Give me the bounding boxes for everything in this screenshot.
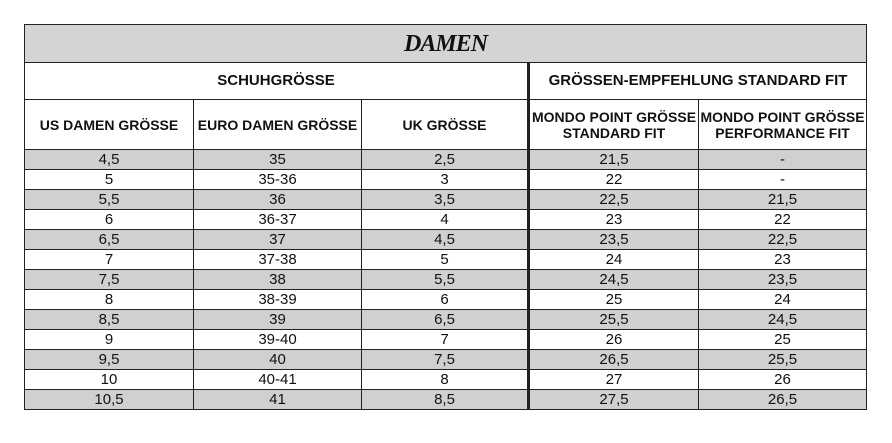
table-cell: 3,5 (361, 189, 530, 210)
table-cell: 10,5 (24, 389, 194, 410)
table-cell: 9,5 (24, 349, 194, 370)
table-cell: 22,5 (697, 229, 868, 250)
table-cell: 23 (697, 249, 868, 270)
table-row: 10 40-41 8 27 26 (24, 369, 868, 390)
table-cell: 9 (24, 329, 194, 350)
table-cell: 5,5 (361, 269, 530, 290)
table-cell: 25 (697, 329, 868, 350)
table-cell: 5 (361, 249, 530, 270)
table-cell: 40 (193, 349, 362, 370)
table-title: DAMEN (23, 24, 868, 63)
table-cell: 36-37 (193, 209, 362, 230)
group-header: GRÖSSEN-EMPFEHLUNG STANDARD FIT (527, 62, 868, 100)
table-cell: 21,5 (697, 189, 868, 210)
table-row: 7,5 38 5,5 24,5 23,5 (24, 269, 868, 290)
table-row: 10,5 41 8,5 27,5 26,5 (24, 389, 868, 410)
column-header: EURO DAMEN GRÖSSE (193, 99, 362, 150)
column-header: MONDO POINT GRÖSSE PERFORMANCE FIT (697, 99, 868, 150)
table-cell: 4,5 (361, 229, 530, 250)
table-cell: 4 (361, 209, 530, 230)
table-cell: 8,5 (361, 389, 530, 410)
table-cell: 24,5 (528, 269, 699, 290)
table-cell: 23,5 (697, 269, 868, 290)
table-cell: 37 (193, 229, 362, 250)
table-cell: 26 (697, 369, 868, 390)
table-cell: 6 (24, 209, 194, 230)
table-row: 8 38-39 6 25 24 (24, 289, 868, 310)
table-row: 8,5 39 6,5 25,5 24,5 (24, 309, 868, 330)
table-cell: 23,5 (528, 229, 699, 250)
size-table: DAMEN SCHUHGRÖSSE GRÖSSEN-EMPFEHLUNG STA… (23, 24, 868, 410)
column-header: US DAMEN GRÖSSE (24, 99, 194, 150)
table-cell: 35-36 (193, 169, 362, 190)
column-header: MONDO POINT GRÖSSE STANDARD FIT (528, 99, 699, 150)
table-cell: 3 (361, 169, 530, 190)
table-cell: 25 (528, 289, 699, 310)
table-cell: 24,5 (697, 309, 868, 330)
table-cell: 24 (528, 249, 699, 270)
table-cell: 38-39 (193, 289, 362, 310)
table-row: 6 36-37 4 23 22 (24, 209, 868, 230)
table-cell: 7,5 (24, 269, 194, 290)
table-cell: 26,5 (697, 389, 868, 410)
table-cell: 4,5 (24, 149, 194, 170)
table-row: 6,5 37 4,5 23,5 22,5 (24, 229, 868, 250)
table-cell: 2,5 (361, 149, 530, 170)
table-cell: 22,5 (528, 189, 699, 210)
table-cell: 39 (193, 309, 362, 330)
group-header: SCHUHGRÖSSE (24, 62, 530, 100)
table-cell: 24 (697, 289, 868, 310)
table-row: 4,5 35 2,5 21,5- (24, 149, 868, 170)
table-cell: 6,5 (361, 309, 530, 330)
table-cell: 41 (193, 389, 362, 410)
table-cell: 35 (193, 149, 362, 170)
table-cell: 7 (24, 249, 194, 270)
table-cell: 26 (528, 329, 699, 350)
table-cell: 5,5 (24, 189, 194, 210)
table-cell: 38 (193, 269, 362, 290)
table-cell: 37-38 (193, 249, 362, 270)
table-cell: 8,5 (24, 309, 194, 330)
table-cell: 21,5 (528, 149, 699, 170)
table-row: 5,5 36 3,5 22,5 21,5 (24, 189, 868, 210)
table-cell: 7,5 (361, 349, 530, 370)
table-cell: 36 (193, 189, 362, 210)
table-cell: 7 (361, 329, 530, 350)
table-cell: 6 (361, 289, 530, 310)
table-cell: 26,5 (528, 349, 699, 370)
table-cell: 8 (24, 289, 194, 310)
table-cell: - (697, 149, 868, 170)
table-row: 7 37-38 5 24 23 (24, 249, 868, 270)
column-header: UK GRÖSSE (361, 99, 530, 150)
table-cell: 22 (697, 209, 868, 230)
table-row: 5 35-36 3 22- (24, 169, 868, 190)
table-cell: 25,5 (697, 349, 868, 370)
table-cell: 10 (24, 369, 194, 390)
table-row: 9 39-40 7 26 25 (24, 329, 868, 350)
table-row: 9,5 40 7,5 26,5 25,5 (24, 349, 868, 370)
table-cell: 27 (528, 369, 699, 390)
table-cell: 5 (24, 169, 194, 190)
table-cell: 40-41 (193, 369, 362, 390)
table-cell: 27,5 (528, 389, 699, 410)
table-cell: 25,5 (528, 309, 699, 330)
table-cell: 23 (528, 209, 699, 230)
table-cell: 6,5 (24, 229, 194, 250)
table-cell: - (697, 169, 868, 190)
table-cell: 8 (361, 369, 530, 390)
table-cell: 39-40 (193, 329, 362, 350)
table-cell: 22 (528, 169, 699, 190)
